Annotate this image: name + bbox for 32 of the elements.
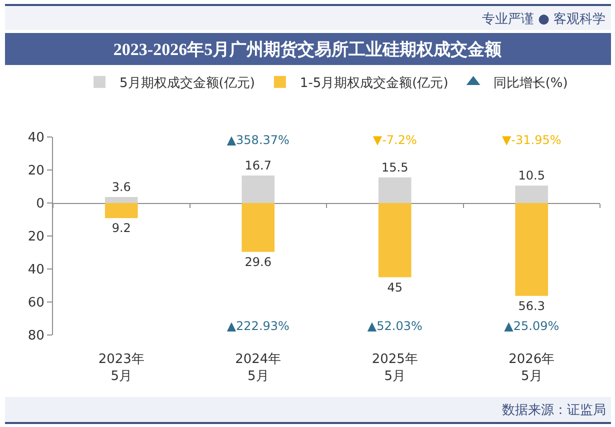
data-label: ▲25.09%	[504, 319, 560, 333]
y-tick-label: 80	[28, 328, 44, 344]
data-label: ▲358.37%	[226, 133, 290, 147]
x-tick-label: 2024年 5月	[235, 352, 282, 384]
data-label: ▲52.03%	[367, 319, 422, 333]
text: 专业严谨 ● 客观科学	[482, 11, 606, 27]
data-label: 3.6	[112, 180, 131, 194]
y-tick-label: 20	[28, 230, 44, 245]
data-label: ▼-7.2%	[372, 133, 417, 147]
data-label: 15.5	[382, 160, 408, 174]
bar	[515, 186, 548, 203]
x-tick-label: 2025年 5月	[372, 352, 418, 384]
data-label: 29.6	[244, 254, 272, 269]
y-tick-label: 20	[28, 164, 44, 179]
y-tick-label: 40	[28, 130, 44, 146]
data-label: 45	[387, 280, 403, 294]
data-label: ▲222.93%	[226, 319, 290, 333]
y-tick-label: 60	[28, 296, 44, 311]
data-label: 9.2	[112, 221, 131, 236]
data-label: 56.3	[518, 298, 545, 313]
x-tick-label: 2026年 5月	[508, 352, 555, 384]
data-label: 10.5	[518, 168, 545, 183]
legend-label: 1-5月期权成交金额(亿元)	[300, 75, 448, 92]
legend-label: 同比增长(%)	[493, 76, 568, 92]
y-tick-label: 0	[36, 196, 44, 212]
data-label: 16.7	[244, 158, 272, 172]
data-label: ▼-31.95%	[502, 133, 562, 147]
x-tick-label: 2023年 5月	[98, 352, 144, 384]
chart-title: 2023-2026年5月广州期货交易所工业硅期权成交金额	[113, 40, 503, 59]
source-note: 数据来源：证监局	[502, 403, 606, 418]
y-tick-label: 40	[28, 262, 44, 278]
legend-label: 5月期权成交金额(亿元)	[120, 75, 255, 92]
